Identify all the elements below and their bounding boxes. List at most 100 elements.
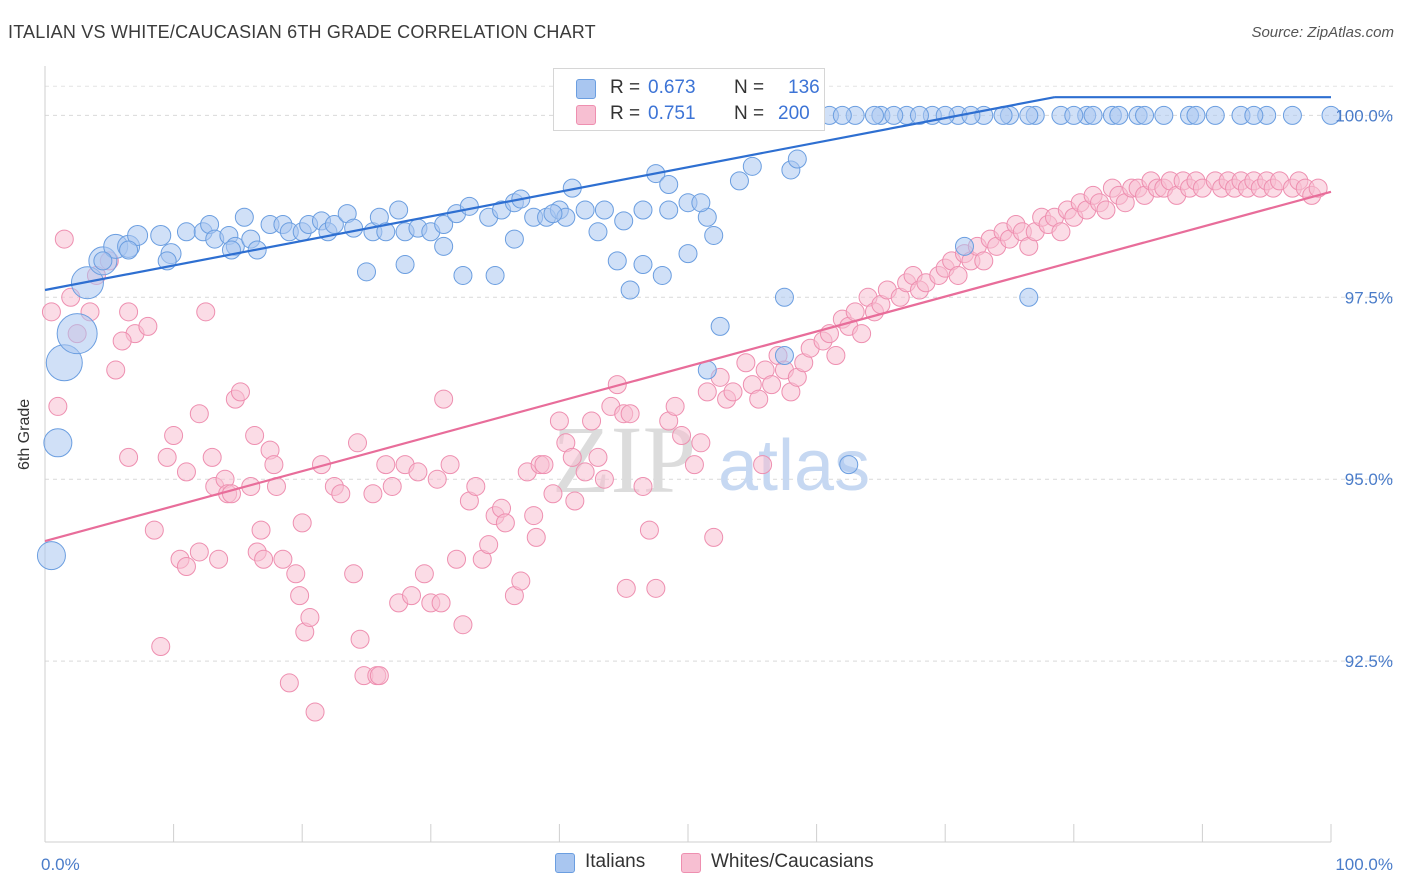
italians-point (234, 207, 254, 227)
whites-point (286, 564, 306, 584)
whites-point (230, 382, 250, 402)
whites-point (189, 404, 209, 424)
whites-point (119, 447, 139, 467)
y-tick-label: 97.5% (1345, 288, 1393, 307)
tick-labels: 92.5% 95.0% 97.5% 100.0% 0.0% 100.0% (41, 106, 1393, 874)
whites-point (691, 433, 711, 453)
whites-point (762, 375, 782, 395)
italians-point (839, 455, 859, 475)
whites-point (974, 251, 994, 271)
italians-point (704, 225, 724, 245)
whites-point (672, 426, 692, 446)
whites-point (221, 484, 241, 504)
whites-point (245, 426, 265, 446)
italians-point (485, 265, 505, 285)
italians-point (504, 229, 524, 249)
italians-point (434, 236, 454, 256)
italians-point (659, 200, 679, 220)
italians-point (1064, 105, 1084, 125)
whites-point (479, 535, 499, 555)
whites-point (408, 462, 428, 482)
italians-point (607, 251, 627, 271)
whites-point (723, 382, 743, 402)
italians-point (954, 236, 974, 256)
whites-point (447, 549, 467, 569)
bottom-legend-whites-label: Whites/Caucasians (711, 851, 874, 872)
whites-point (534, 455, 554, 475)
whites-point (434, 389, 454, 409)
italians-point (1019, 287, 1039, 307)
italians-point (864, 105, 884, 125)
whites-point (453, 615, 473, 635)
italians-point (710, 316, 730, 336)
whites-point (369, 666, 389, 686)
whites-point (639, 520, 659, 540)
whites-point (616, 578, 636, 598)
italians-point (344, 218, 364, 238)
whites-point (305, 702, 325, 722)
whites-point (665, 396, 685, 416)
whites-swatch (681, 853, 701, 873)
whites-point (620, 404, 640, 424)
axes (44, 66, 1332, 843)
whites-point (106, 360, 126, 380)
whites-point (251, 520, 271, 540)
italians-point (575, 200, 595, 220)
whites-point (549, 411, 569, 431)
italians-point (389, 200, 409, 220)
whites-point (565, 491, 585, 511)
whites-point (350, 629, 370, 649)
x-tick-label-min: 0.0% (41, 855, 80, 874)
legend-whites-n: 200 (778, 103, 810, 124)
whites-point (1096, 200, 1116, 220)
italians-point (935, 105, 955, 125)
whites-point (511, 571, 531, 591)
correlation-legend: R = 0.673 N = 136 R = 0.751 N = 200 (553, 68, 825, 131)
italians-point (459, 196, 479, 216)
whites-point (543, 484, 563, 504)
series-whites-points (41, 171, 1328, 722)
whites-point (363, 484, 383, 504)
whites-point (646, 578, 666, 598)
whites-point (279, 673, 299, 693)
whites-point (376, 455, 396, 475)
series-italians-points (36, 105, 1341, 571)
legend-n-label: N = (734, 103, 765, 124)
italians-point (1205, 105, 1225, 125)
whites-point (196, 302, 216, 322)
source-label: Source: ZipAtlas.com (1251, 24, 1394, 41)
italians-point (119, 240, 139, 260)
whites-trend-line (44, 190, 1332, 543)
y-tick-label: 95.0% (1345, 470, 1393, 489)
whites-point (382, 476, 402, 496)
whites-point (524, 506, 544, 526)
italians-point (1244, 105, 1264, 125)
whites-point (347, 433, 367, 453)
italians-point (1282, 105, 1302, 125)
whites-point (189, 542, 209, 562)
legend-r-label: R = (610, 77, 641, 98)
chart-title: ITALIAN VS WHITE/CAUCASIAN 6TH GRADE COR… (8, 22, 596, 42)
italians-point (543, 204, 563, 224)
whites-point (41, 302, 61, 322)
whites-point (273, 549, 293, 569)
italians-point (1083, 105, 1103, 125)
italians-point (588, 222, 608, 242)
bottom-legend-italians-label: Italians (585, 851, 646, 872)
whites-point (852, 324, 872, 344)
italians-swatch (555, 853, 575, 873)
italians-point (614, 211, 634, 231)
italians-point (652, 265, 672, 285)
italians-point (324, 215, 344, 235)
italians-point (1019, 105, 1039, 125)
italians-point (659, 175, 679, 195)
whites-point (588, 447, 608, 467)
whites-point (119, 302, 139, 322)
whites-point (157, 447, 177, 467)
italians-point (36, 541, 66, 571)
italians-point (1154, 105, 1174, 125)
whites-point (414, 564, 434, 584)
italians-point (774, 345, 794, 365)
y-axis-label: 6th Grade (16, 398, 33, 470)
y-tick-label: 100.0% (1335, 106, 1393, 125)
